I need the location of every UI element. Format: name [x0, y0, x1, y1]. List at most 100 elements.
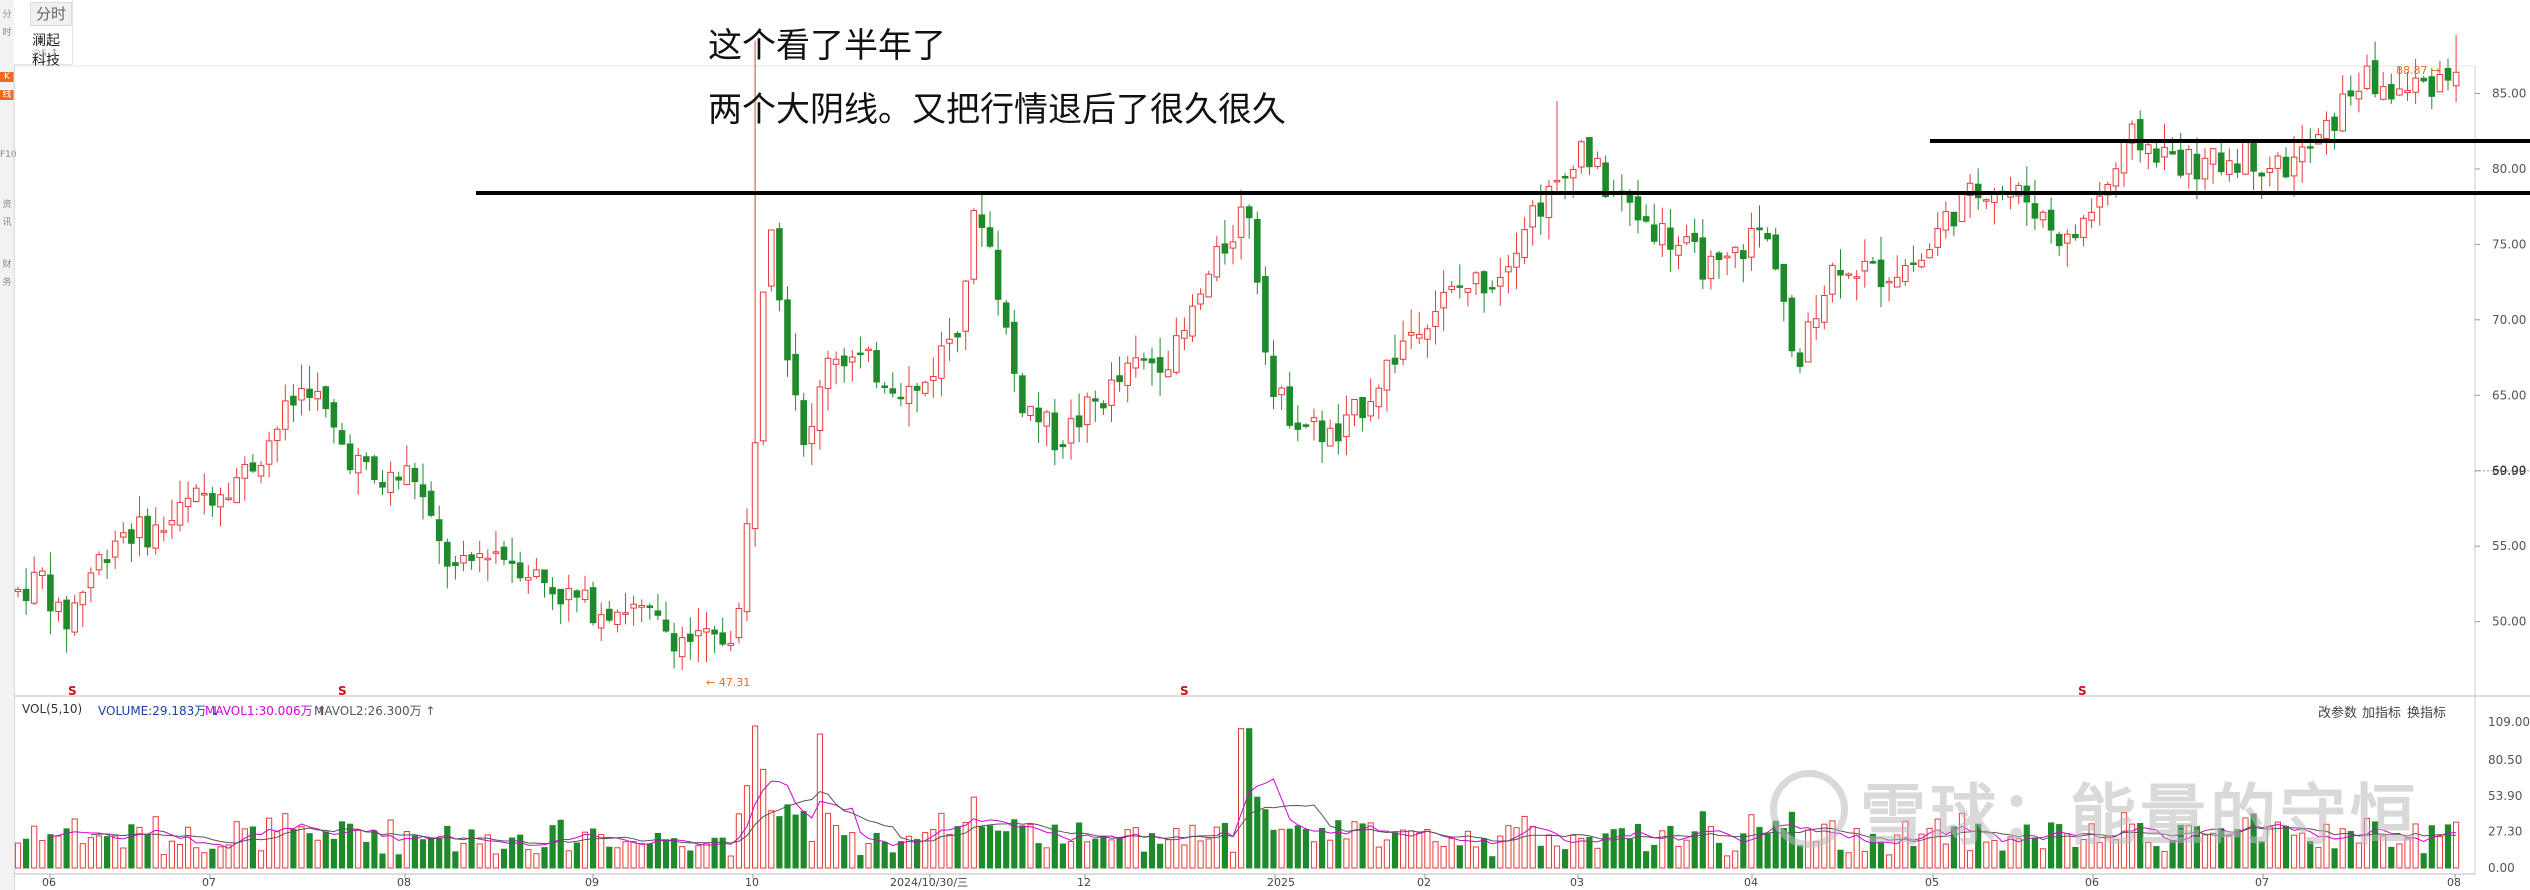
candle-body	[1659, 223, 1666, 246]
volume-bar	[970, 796, 977, 869]
volume-bar	[549, 825, 556, 869]
volume-tick-label: 109.00	[2488, 715, 2530, 729]
candle-body	[727, 642, 735, 647]
volume-bar	[87, 837, 95, 869]
volume-bar	[2177, 824, 2184, 869]
candle-body	[614, 611, 621, 625]
sidebar-item-2[interactable]: K	[0, 72, 14, 82]
volume-bar	[1497, 835, 1504, 869]
candle-body	[2169, 151, 2176, 155]
volume-bar	[2347, 831, 2354, 869]
candle-body	[144, 515, 151, 548]
candle-body	[938, 345, 945, 379]
volume-bar	[95, 835, 103, 869]
candle-body	[889, 388, 897, 394]
candle-body	[573, 590, 581, 598]
vol-indicator-name: VOL(5,10)	[22, 702, 83, 716]
candle-body	[2153, 148, 2160, 163]
candle-body	[1440, 292, 1447, 309]
volume-bar	[897, 841, 904, 869]
volume-bar	[1351, 821, 1358, 869]
volume-bar	[2242, 817, 2249, 869]
candle-body	[986, 227, 994, 247]
candle-body	[1043, 411, 1051, 427]
volume-bar	[1489, 856, 1496, 869]
volume-bar	[581, 831, 589, 869]
candle-body	[751, 442, 759, 530]
volume-bar	[266, 817, 273, 869]
volume-bar	[1918, 833, 1925, 869]
volume-bar	[1343, 838, 1350, 869]
candle-body	[2112, 168, 2120, 187]
candle-body	[581, 589, 589, 601]
candle-body	[1991, 193, 1998, 204]
volume-bar	[395, 854, 402, 869]
volume-bar	[614, 847, 621, 869]
sidebar-item-3[interactable]: 线	[0, 90, 14, 100]
volume-bar	[2307, 840, 2314, 869]
candle-body	[1772, 234, 1780, 270]
x-tick-label: 08	[2447, 876, 2461, 889]
volume-bar	[638, 843, 645, 869]
sidebar-item-8[interactable]: 务	[2, 278, 12, 288]
candle-body	[2339, 93, 2346, 132]
sidebar-item-7[interactable]: 财	[2, 260, 12, 270]
volume-bar	[1270, 829, 1277, 869]
candle-body	[2226, 160, 2233, 175]
volume-bar	[573, 842, 580, 869]
volume-bar	[2266, 826, 2273, 869]
candle-body	[1416, 333, 1423, 339]
candle-body	[873, 350, 880, 383]
x-tick-label: 2024/10/30/三	[890, 876, 968, 889]
stock-name: 澜起科技	[32, 33, 60, 69]
sidebar-item-4[interactable]: F10	[0, 150, 17, 160]
volume-bar	[1683, 839, 1690, 869]
volume-bar	[31, 825, 38, 869]
candle-body	[1675, 244, 1682, 256]
volume-bar	[225, 844, 232, 869]
candle-body	[1723, 255, 1731, 259]
candle-body	[857, 352, 864, 356]
volume-bar	[1853, 828, 1860, 869]
volume-bar	[711, 837, 718, 869]
volume-bar	[1254, 796, 1261, 869]
edit-params-button[interactable]: 改参数	[2318, 706, 2358, 721]
candle-body	[1756, 227, 1763, 231]
volume-bar	[2185, 824, 2192, 869]
candle-body	[55, 601, 62, 613]
candle-body	[2379, 86, 2387, 100]
candle-body	[2055, 233, 2063, 247]
volume-bar	[209, 848, 216, 869]
volume-bar	[1011, 819, 1018, 869]
volume-bar	[112, 835, 119, 869]
candle-body	[1845, 273, 1852, 276]
sidebar-item-5[interactable]: 资	[2, 200, 12, 210]
mavol2-value: MAVOL2:26.300万 ↑	[314, 704, 436, 718]
volume-bar	[104, 836, 111, 869]
volume-bar	[168, 840, 176, 869]
candle-body	[1642, 216, 1650, 222]
candle-body	[63, 599, 70, 630]
candle-body	[444, 541, 451, 567]
volume-bar	[1229, 851, 1237, 869]
candle-body	[322, 386, 330, 410]
sidebar-item-6[interactable]: 讯	[2, 218, 12, 228]
volume-bar	[1432, 841, 1439, 869]
volume-bar	[1165, 839, 1172, 869]
candle-body	[2096, 195, 2103, 208]
sidebar-item-0[interactable]: 分	[2, 10, 12, 20]
volume-bar	[2291, 834, 2298, 869]
candle-body	[1116, 375, 1123, 383]
sidebar-item-1[interactable]: 时	[2, 28, 12, 38]
volume-bar	[1400, 829, 1407, 869]
volume-bar	[79, 843, 86, 869]
add-indicator-button[interactable]: 加指标	[2362, 706, 2402, 721]
candle-body	[192, 487, 200, 503]
volume-bar	[2372, 821, 2379, 869]
volume-bar	[2453, 821, 2460, 869]
volume-bar	[1221, 823, 1229, 869]
volume-bar	[1310, 841, 1318, 869]
tab-intraday[interactable]: 分时	[30, 2, 72, 26]
switch-indicator-button[interactable]: 换指标	[2407, 706, 2447, 721]
